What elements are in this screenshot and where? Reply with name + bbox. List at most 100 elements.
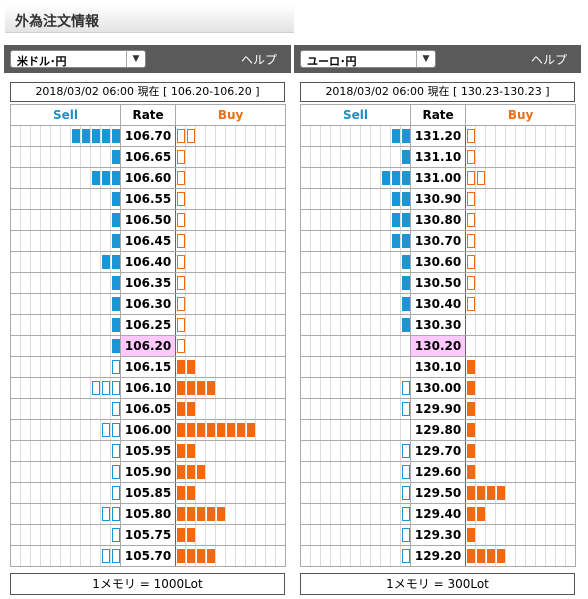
buy-cell [475, 482, 487, 504]
sell-cell [40, 503, 51, 525]
buy-cell [255, 209, 267, 231]
sell-cell [90, 545, 101, 567]
buy-cell [465, 146, 477, 168]
sell-cell [360, 482, 371, 504]
sell-cell [380, 503, 391, 525]
sell-cell [340, 398, 351, 420]
chevron-down-icon[interactable]: ▼ [126, 51, 145, 67]
sell-cell [100, 272, 111, 294]
buy-cell [215, 146, 227, 168]
buy-volume-bar [206, 549, 215, 563]
buy-cell [185, 209, 197, 231]
currency-pair-select[interactable]: 米ドル･円 ▼ [10, 50, 146, 68]
buy-cell [555, 398, 567, 420]
buy-cell [265, 209, 277, 231]
sell-cell [320, 314, 331, 336]
rate-cell: 106.30 [120, 293, 177, 315]
buy-cell [565, 440, 577, 462]
buy-cell [475, 524, 487, 546]
buy-cell [545, 230, 557, 252]
buy-cell [245, 188, 257, 210]
rate-cell: 106.55 [120, 188, 177, 210]
table-row: 130.90 [300, 188, 577, 210]
sell-cell [109, 335, 122, 357]
sell-cell [340, 503, 351, 525]
buy-cell [245, 419, 257, 441]
sell-cell [60, 188, 71, 210]
sell-cell [80, 377, 91, 399]
buy-cell [185, 440, 197, 462]
buy-volume-bar [476, 486, 485, 500]
buy-cell [525, 524, 537, 546]
rate-cell: 130.10 [410, 356, 467, 378]
buy-cell [175, 524, 187, 546]
buy-cell [555, 482, 567, 504]
sell-cell [70, 272, 81, 294]
buy-cell [265, 419, 277, 441]
sell-cell [320, 335, 331, 357]
buy-cell [175, 230, 187, 252]
buy-cell [215, 377, 227, 399]
sell-volume-bar [111, 507, 120, 521]
sell-cell [300, 545, 311, 567]
buy-cell [515, 356, 527, 378]
sell-cell [30, 545, 41, 567]
buy-cell [565, 356, 577, 378]
buy-cell [495, 440, 507, 462]
sell-cell [380, 272, 391, 294]
table-row: 129.90 [300, 398, 577, 420]
buy-volume-bar [466, 360, 475, 374]
buy-cell [265, 356, 277, 378]
sell-cell [40, 146, 51, 168]
sell-cell [390, 524, 401, 546]
buy-cell [225, 230, 237, 252]
buy-cell [175, 440, 187, 462]
sell-cell [370, 230, 381, 252]
buy-volume-bar [176, 360, 185, 374]
buy-cell [535, 230, 547, 252]
sell-cell [40, 440, 51, 462]
sell-cell [340, 356, 351, 378]
help-link[interactable]: ヘルプ [530, 53, 567, 67]
sell-cell [90, 440, 101, 462]
table-row: 129.40 [300, 503, 577, 525]
buy-volume-bar [466, 507, 475, 521]
buy-cell [475, 272, 487, 294]
buy-cell [275, 167, 287, 189]
sell-cell [109, 167, 122, 189]
sell-cell [340, 230, 351, 252]
buy-cell [275, 440, 287, 462]
sell-cell [80, 272, 91, 294]
rate-cell: 106.25 [120, 314, 177, 336]
chevron-down-icon[interactable]: ▼ [416, 51, 435, 67]
buy-cell [515, 272, 527, 294]
buy-cell [195, 461, 207, 483]
buy-cell [555, 146, 567, 168]
sell-volume-bar [101, 129, 110, 143]
sell-volume-bar [111, 360, 120, 374]
sell-cell [370, 251, 381, 273]
sell-cell [350, 146, 361, 168]
sell-cell [350, 482, 361, 504]
buy-cell [235, 230, 247, 252]
help-link[interactable]: ヘルプ [240, 53, 277, 67]
sell-cell [60, 524, 71, 546]
buy-volume-bar [186, 528, 195, 542]
sell-cell [390, 461, 401, 483]
sell-cell [380, 314, 391, 336]
sell-header: Sell [9, 104, 122, 126]
sell-cell [390, 167, 401, 189]
buy-volume-bar [206, 381, 215, 395]
sell-cell [100, 482, 111, 504]
buy-cell [255, 440, 267, 462]
sell-cell [109, 251, 122, 273]
currency-pair-select[interactable]: ユーロ･円 ▼ [300, 50, 436, 68]
buy-cell [505, 398, 517, 420]
sell-cell [100, 188, 111, 210]
buy-cell [215, 335, 227, 357]
buy-cell [485, 398, 497, 420]
buy-cell [185, 419, 197, 441]
buy-cell [475, 188, 487, 210]
buy-cell [475, 293, 487, 315]
sell-cell [30, 503, 41, 525]
